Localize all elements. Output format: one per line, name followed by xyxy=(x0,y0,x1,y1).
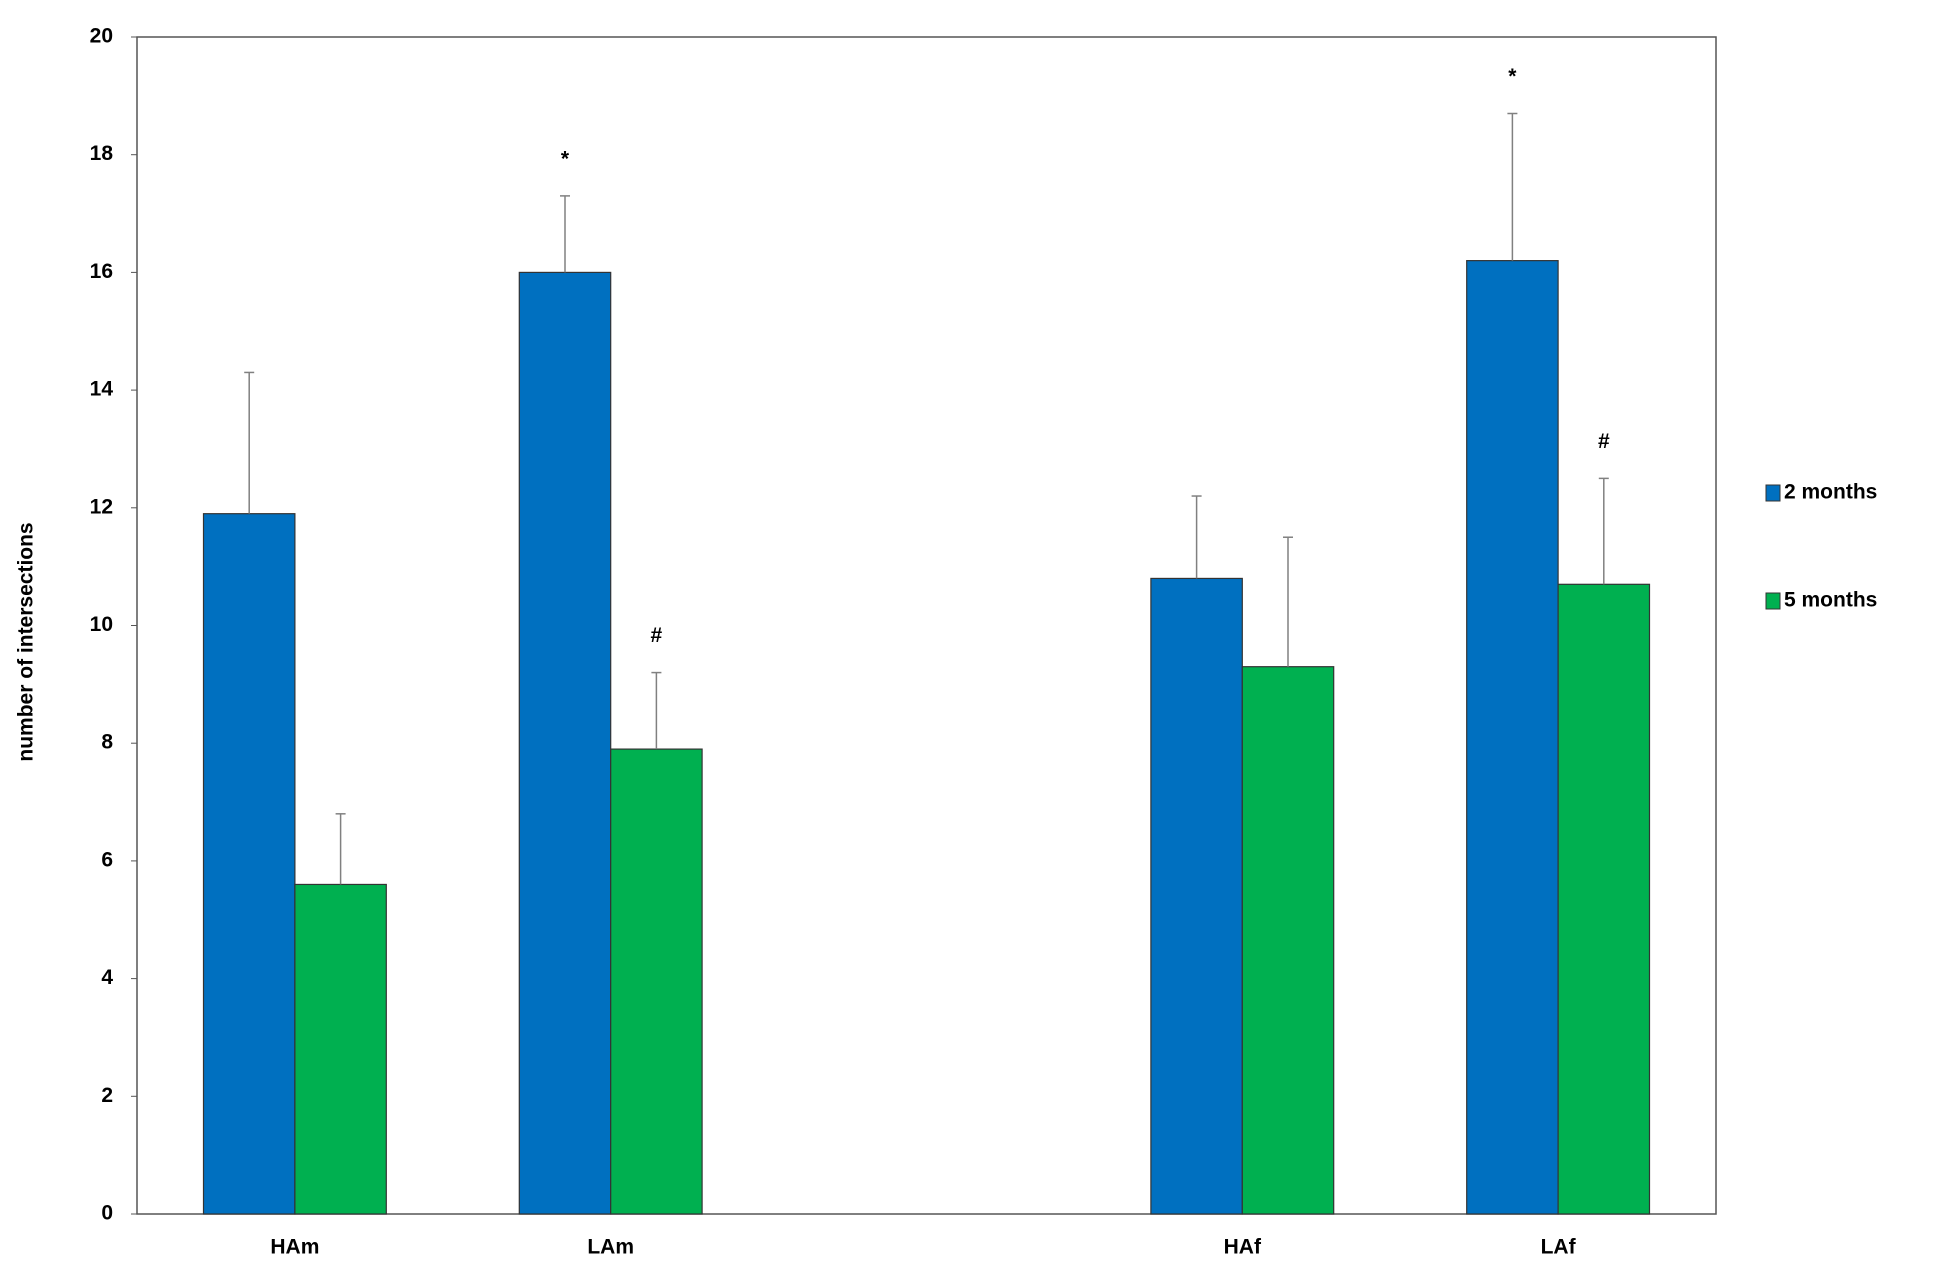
legend-label: 2 months xyxy=(1784,481,1877,504)
significance-marker: # xyxy=(651,624,663,647)
x-tick-label: LAf xyxy=(1541,1236,1577,1259)
y-tick-label: 0 xyxy=(101,1202,113,1225)
y-tick-label: 18 xyxy=(90,142,114,165)
significance-marker: * xyxy=(561,147,570,170)
y-tick-label: 8 xyxy=(101,731,113,754)
x-tick-label: LAm xyxy=(587,1236,634,1259)
legend-swatch xyxy=(1765,592,1781,610)
y-tick-label: 2 xyxy=(101,1084,113,1107)
bar xyxy=(1150,577,1243,1215)
bar xyxy=(202,513,296,1215)
bar xyxy=(1557,583,1651,1215)
bar xyxy=(610,748,703,1215)
y-tick-label: 6 xyxy=(101,848,113,871)
significance-marker: * xyxy=(1508,65,1517,88)
y-tick-label: 4 xyxy=(101,966,113,989)
bar xyxy=(1466,260,1559,1215)
bar xyxy=(518,271,612,1215)
legend-label: 5 months xyxy=(1784,589,1877,612)
legend-swatch xyxy=(1765,484,1781,502)
y-axis-label: number of intersections xyxy=(15,522,38,761)
x-tick-label: HAm xyxy=(270,1236,319,1259)
y-tick-label: 12 xyxy=(90,495,113,518)
x-tick-label: HAf xyxy=(1224,1236,1262,1259)
y-tick-label: 16 xyxy=(90,260,113,283)
y-tick-label: 20 xyxy=(90,25,113,48)
bar xyxy=(294,883,387,1215)
bar xyxy=(1241,666,1335,1215)
significance-marker: # xyxy=(1598,430,1610,453)
y-tick-label: 10 xyxy=(90,613,113,636)
y-tick-label: 14 xyxy=(90,378,114,401)
